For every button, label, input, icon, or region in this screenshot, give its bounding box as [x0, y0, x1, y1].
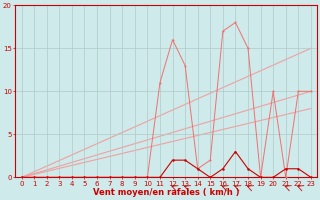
X-axis label: Vent moyen/en rafales ( km/h ): Vent moyen/en rafales ( km/h )	[93, 188, 239, 197]
